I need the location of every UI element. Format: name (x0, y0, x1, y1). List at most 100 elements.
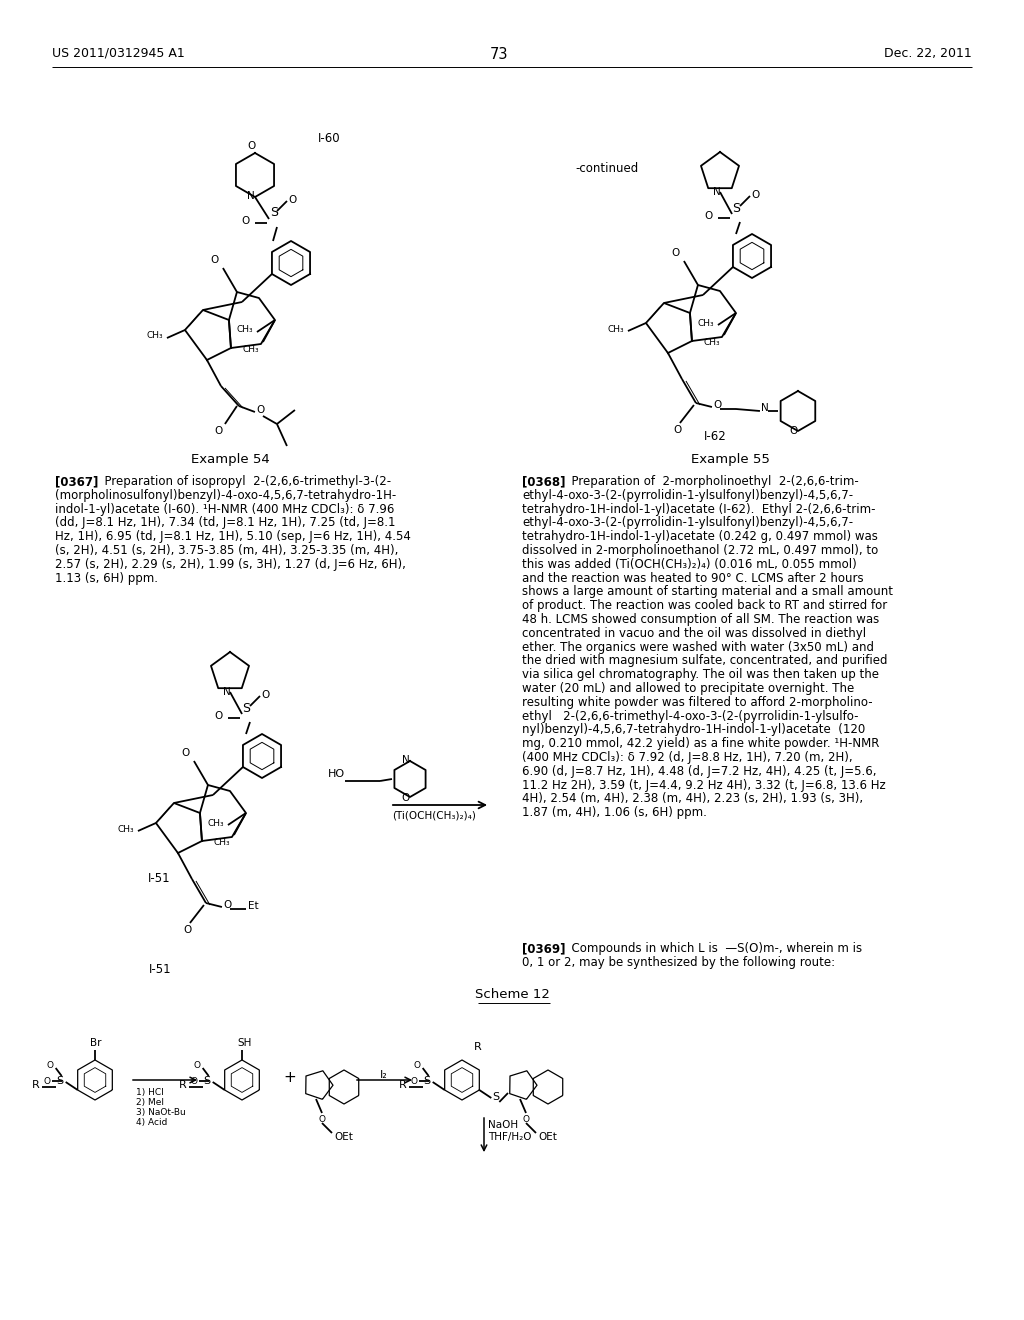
Text: O: O (215, 426, 223, 436)
Text: shows a large amount of starting material and a small amount: shows a large amount of starting materia… (522, 585, 893, 598)
Text: R: R (179, 1080, 186, 1090)
Text: CH₃: CH₃ (243, 345, 259, 354)
Text: US 2011/0312945 A1: US 2011/0312945 A1 (52, 48, 184, 59)
Text: S: S (242, 701, 250, 714)
Text: NaOH: NaOH (488, 1119, 518, 1130)
Text: SH: SH (237, 1038, 251, 1048)
Text: O: O (414, 1061, 421, 1071)
Text: Compounds in which L is  —S(O)m-, wherein m is: Compounds in which L is —S(O)m-, wherein… (564, 942, 862, 954)
Text: CH₃: CH₃ (213, 838, 230, 847)
Text: S: S (204, 1076, 211, 1086)
Text: OEt: OEt (334, 1133, 353, 1142)
Text: O: O (44, 1077, 50, 1085)
Text: CH₃: CH₃ (607, 325, 624, 334)
Text: N: N (761, 403, 769, 413)
Text: O: O (713, 400, 721, 411)
Text: CH₃: CH₃ (697, 318, 714, 327)
Text: I-51: I-51 (148, 873, 171, 884)
Text: water (20 mL) and allowed to precipitate overnight. The: water (20 mL) and allowed to precipitate… (522, 682, 854, 696)
Text: (400 MHz CDCl₃): δ 7.92 (d, J=8.8 Hz, 1H), 7.20 (m, 2H),: (400 MHz CDCl₃): δ 7.92 (d, J=8.8 Hz, 1H… (522, 751, 853, 764)
Text: Dec. 22, 2011: Dec. 22, 2011 (885, 48, 972, 59)
Text: O: O (790, 426, 798, 436)
Text: O: O (242, 216, 250, 226)
Text: O: O (674, 425, 682, 436)
Text: I-51: I-51 (148, 964, 171, 975)
Text: N: N (223, 686, 230, 697)
Text: R: R (399, 1080, 407, 1090)
Text: ethyl-4-oxo-3-(2-(pyrrolidin-1-ylsulfonyl)benzyl)-4,5,6,7-: ethyl-4-oxo-3-(2-(pyrrolidin-1-ylsulfony… (522, 488, 853, 502)
Text: O: O (211, 255, 219, 265)
Text: 6.90 (d, J=8.7 Hz, 1H), 4.48 (d, J=7.2 Hz, 4H), 4.25 (t, J=5.6,: 6.90 (d, J=8.7 Hz, 1H), 4.48 (d, J=7.2 H… (522, 764, 877, 777)
Text: O: O (194, 1061, 201, 1071)
Text: HO: HO (328, 770, 345, 779)
Text: [0367]: [0367] (55, 475, 98, 488)
Text: and the reaction was heated to 90° C. LCMS after 2 hours: and the reaction was heated to 90° C. LC… (522, 572, 863, 585)
Text: O: O (411, 1077, 418, 1085)
Text: 73: 73 (490, 48, 509, 62)
Text: O: O (672, 248, 680, 257)
Text: 11.2 Hz 2H), 3.59 (t, J=4.4, 9.2 Hz 4H), 3.32 (t, J=6.8, 13.6 Hz: 11.2 Hz 2H), 3.59 (t, J=4.4, 9.2 Hz 4H),… (522, 779, 886, 792)
Text: (s, 2H), 4.51 (s, 2H), 3.75-3.85 (m, 4H), 3.25-3.35 (m, 4H),: (s, 2H), 4.51 (s, 2H), 3.75-3.85 (m, 4H)… (55, 544, 398, 557)
Text: CH₃: CH₃ (237, 326, 253, 334)
Text: O: O (256, 405, 264, 414)
Text: O: O (182, 748, 190, 758)
Text: O: O (190, 1077, 198, 1085)
Text: the dried with magnesium sulfate, concentrated, and purified: the dried with magnesium sulfate, concen… (522, 655, 888, 668)
Text: O: O (288, 195, 296, 205)
Text: (morpholinosulfonyl)benzyl)-4-oxo-4,5,6,7-tetrahydro-1H-: (morpholinosulfonyl)benzyl)-4-oxo-4,5,6,… (55, 488, 396, 502)
Text: CH₃: CH₃ (118, 825, 134, 833)
Text: O: O (261, 690, 269, 700)
Text: Preparation of  2-morpholinoethyl  2-(2,6,6-trim-: Preparation of 2-morpholinoethyl 2-(2,6,… (564, 475, 859, 488)
Text: concentrated in vacuo and the oil was dissolved in diethyl: concentrated in vacuo and the oil was di… (522, 627, 866, 640)
Text: Br: Br (90, 1038, 101, 1048)
Text: I-62: I-62 (703, 430, 726, 444)
Text: 4H), 2.54 (m, 4H), 2.38 (m, 4H), 2.23 (s, 2H), 1.93 (s, 3H),: 4H), 2.54 (m, 4H), 2.38 (m, 4H), 2.23 (s… (522, 792, 863, 805)
Text: 1) HCl: 1) HCl (136, 1088, 164, 1097)
Text: [0369]: [0369] (522, 942, 565, 954)
Text: S: S (424, 1076, 431, 1086)
Text: O: O (47, 1061, 53, 1071)
Text: CH₃: CH₃ (207, 818, 224, 828)
Text: O: O (215, 711, 223, 721)
Text: O: O (705, 211, 713, 220)
Text: O: O (223, 900, 231, 909)
Text: S: S (56, 1076, 63, 1086)
Text: OEt: OEt (538, 1133, 557, 1142)
Text: Hz, 1H), 6.95 (td, J=8.1 Hz, 1H), 5.10 (sep, J=6 Hz, 1H), 4.54: Hz, 1H), 6.95 (td, J=8.1 Hz, 1H), 5.10 (… (55, 531, 411, 544)
Text: 2) MeI: 2) MeI (136, 1098, 164, 1107)
Text: via silica gel chromatography. The oil was then taken up the: via silica gel chromatography. The oil w… (522, 668, 879, 681)
Text: indol-1-yl)acetate (I-60). ¹H-NMR (400 MHz CDCl₃): δ 7.96: indol-1-yl)acetate (I-60). ¹H-NMR (400 M… (55, 503, 394, 516)
Text: ethyl   2-(2,6,6-trimethyl-4-oxo-3-(2-(pyrrolidin-1-ylsulfo-: ethyl 2-(2,6,6-trimethyl-4-oxo-3-(2-(pyr… (522, 710, 858, 722)
Text: R: R (474, 1041, 481, 1052)
Text: Preparation of isopropyl  2-(2,6,6-trimethyl-3-(2-: Preparation of isopropyl 2-(2,6,6-trimet… (97, 475, 391, 488)
Text: Et: Et (248, 902, 259, 911)
Text: S: S (732, 202, 740, 214)
Text: 4) Acid: 4) Acid (136, 1118, 167, 1127)
Text: CH₃: CH₃ (146, 331, 163, 341)
Text: N: N (247, 191, 255, 201)
Text: 2.57 (s, 2H), 2.29 (s, 2H), 1.99 (s, 3H), 1.27 (d, J=6 Hz, 6H),: 2.57 (s, 2H), 2.29 (s, 2H), 1.99 (s, 3H)… (55, 558, 406, 570)
Text: I₂: I₂ (380, 1071, 388, 1080)
Text: O: O (522, 1115, 529, 1125)
Text: mg, 0.210 mmol, 42.2 yield) as a fine white powder. ¹H-NMR: mg, 0.210 mmol, 42.2 yield) as a fine wh… (522, 737, 880, 750)
Text: tetrahydro-1H-indol-1-yl)acetate (I-62).  Ethyl 2-(2,6,6-trim-: tetrahydro-1H-indol-1-yl)acetate (I-62).… (522, 503, 876, 516)
Text: S: S (270, 206, 278, 219)
Text: N: N (402, 755, 410, 766)
Text: 3) NaOt-Bu: 3) NaOt-Bu (136, 1107, 185, 1117)
Text: (Ti(OCH(CH₃)₂)₄): (Ti(OCH(CH₃)₂)₄) (392, 810, 476, 820)
Text: R: R (32, 1080, 40, 1090)
Text: O: O (751, 190, 759, 201)
Text: (dd, J=8.1 Hz, 1H), 7.34 (td, J=8.1 Hz, 1H), 7.25 (td, J=8.1: (dd, J=8.1 Hz, 1H), 7.34 (td, J=8.1 Hz, … (55, 516, 395, 529)
Text: CH₃: CH₃ (703, 338, 720, 347)
Text: this was added (Ti(OCH(CH₃)₂)₄) (0.016 mL, 0.055 mmol): this was added (Ti(OCH(CH₃)₂)₄) (0.016 m… (522, 558, 857, 570)
Text: O: O (184, 925, 193, 935)
Text: O: O (318, 1115, 326, 1125)
Text: [0368]: [0368] (522, 475, 565, 488)
Text: resulting white powder was filtered to afford 2-morpholino-: resulting white powder was filtered to a… (522, 696, 872, 709)
Text: 0, 1 or 2, may be synthesized by the following route:: 0, 1 or 2, may be synthesized by the fol… (522, 956, 836, 969)
Text: N: N (713, 187, 721, 197)
Text: Example 54: Example 54 (190, 453, 269, 466)
Text: +: + (284, 1071, 296, 1085)
Text: Example 55: Example 55 (690, 453, 769, 466)
Text: 1.13 (s, 6H) ppm.: 1.13 (s, 6H) ppm. (55, 572, 158, 585)
